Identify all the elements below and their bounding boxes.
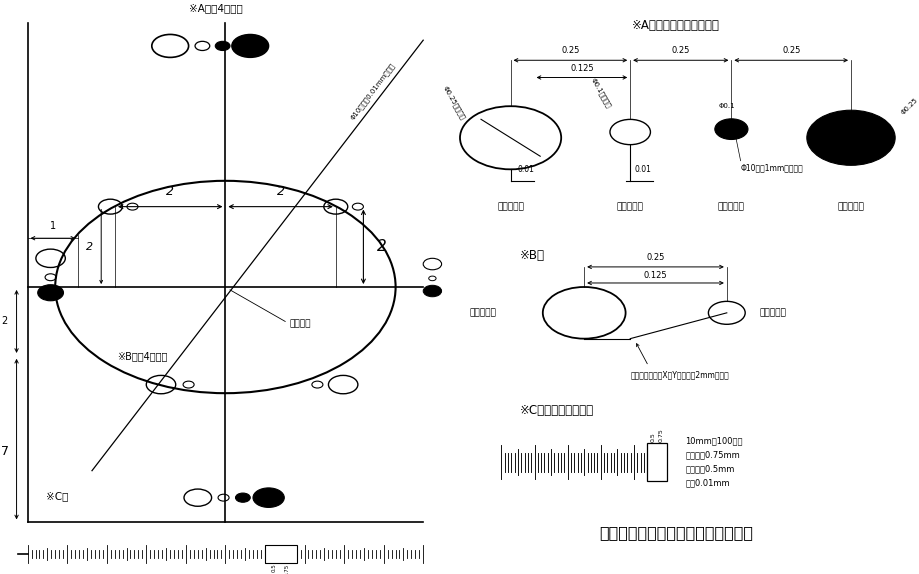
Text: 大円（黒）: 大円（黒） (836, 203, 864, 212)
Bar (646, 443, 666, 481)
Text: 2: 2 (166, 185, 174, 198)
Text: 2: 2 (2, 316, 7, 327)
Circle shape (215, 41, 230, 51)
Text: 0.25: 0.25 (671, 45, 689, 55)
Text: 0.25: 0.25 (781, 45, 800, 55)
Circle shape (714, 119, 747, 139)
Circle shape (423, 285, 441, 297)
Text: ※C部（目盛り詳細）: ※C部（目盛り詳細） (519, 404, 594, 417)
Text: 0.01: 0.01 (517, 165, 534, 174)
Circle shape (253, 488, 284, 507)
Text: ※A部（白黒大小円詳細）: ※A部（白黒大小円詳細） (631, 20, 720, 32)
Text: 0.75: 0.75 (657, 428, 663, 442)
Text: 2: 2 (277, 185, 284, 198)
Text: Φ0.1（外円）: Φ0.1（外円） (589, 77, 611, 109)
Text: Φ0.1: Φ0.1 (718, 103, 734, 109)
Text: Φ0.25: Φ0.25 (899, 97, 918, 116)
Text: Φ0.25（外円）: Φ0.25（外円） (441, 84, 466, 121)
Text: 1: 1 (51, 222, 56, 231)
Bar (265, 545, 296, 563)
Text: Φ10（線幅0.01mmの円）: Φ10（線幅0.01mmの円） (349, 62, 395, 122)
Text: 0.75: 0.75 (284, 564, 289, 574)
Text: 2: 2 (85, 242, 93, 252)
Text: 0.25: 0.25 (646, 253, 664, 262)
Text: クロス中心からX・Yそれぞれ2mmの位置: クロス中心からX・Yそれぞれ2mmの位置 (630, 370, 728, 379)
Text: 0.5: 0.5 (272, 564, 277, 572)
Text: ※B部（4ヶ所）: ※B部（4ヶ所） (118, 351, 167, 361)
Text: 7: 7 (1, 445, 8, 458)
Text: Φ10より1mm外の部分: Φ10より1mm外の部分 (740, 164, 802, 173)
Text: 0.125: 0.125 (643, 270, 666, 280)
Circle shape (235, 493, 250, 502)
Text: 外径中心: 外径中心 (289, 320, 311, 329)
Circle shape (38, 285, 63, 301)
Text: 10mm／100等分
大　線長0.75mm
小　線長0.5mm
線幅0.01mm: 10mm／100等分 大 線長0.75mm 小 線長0.5mm 線幅0.01mm (685, 437, 743, 487)
Text: 0.25: 0.25 (561, 45, 579, 55)
Text: ※A部（4ヶ所）: ※A部（4ヶ所） (189, 3, 243, 14)
Text: 大円（白）: 大円（白） (496, 203, 524, 212)
Circle shape (806, 110, 894, 165)
Text: 小円（黒）: 小円（黒） (717, 203, 744, 212)
Text: 0.125: 0.125 (570, 64, 593, 73)
Text: 0.5: 0.5 (650, 432, 654, 442)
Text: ※B部: ※B部 (519, 249, 544, 262)
Text: 品名　注射剤試験法ミクロメーター: 品名 注射剤試験法ミクロメーター (598, 525, 753, 540)
Text: 小円（白）: 小円（白） (616, 203, 643, 212)
Text: 大円（白）: 大円（白） (470, 308, 496, 317)
Circle shape (232, 34, 268, 57)
Text: 0.01: 0.01 (634, 165, 651, 174)
Text: ※C部: ※C部 (46, 491, 68, 502)
Text: 2: 2 (377, 239, 386, 254)
Text: 小円（白）: 小円（白） (758, 308, 785, 317)
